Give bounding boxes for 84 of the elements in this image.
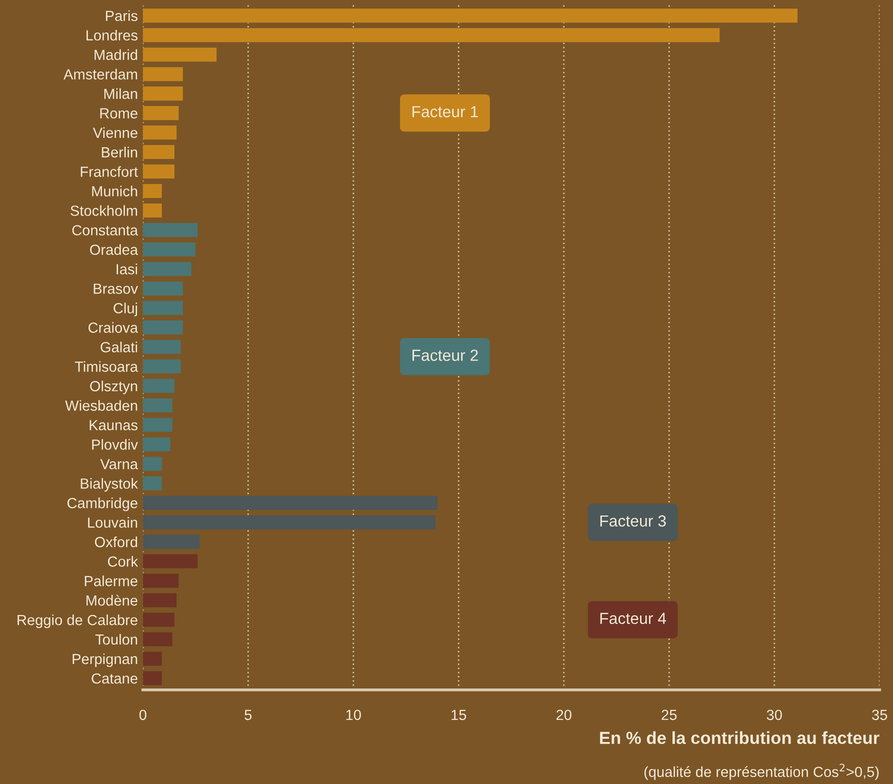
y-tick-label: Palerme (84, 576, 138, 586)
y-tick-label: Kaunas (90, 420, 138, 430)
bar (142, 67, 183, 82)
y-tick-label: Francfort (80, 166, 138, 177)
y-tick-label: Cork (108, 556, 138, 567)
x-tick-label: 25 (662, 710, 677, 720)
y-tick-label: Reggio de Calabre (18, 614, 138, 628)
bar (142, 320, 183, 334)
y-tick-label: Plovdiv (92, 439, 138, 450)
y-tick-label: Catane (92, 673, 138, 684)
y-tick-label: Munich (92, 186, 138, 196)
bar (142, 203, 162, 218)
y-tick-label: Oxford (94, 536, 138, 548)
bar (142, 437, 170, 452)
bar (142, 593, 177, 608)
bar (142, 534, 200, 549)
x-tick-label: 20 (556, 710, 572, 720)
x-tick-label: 30 (766, 710, 782, 720)
bar (142, 184, 162, 198)
y-tick-label: Bialystok (80, 478, 138, 492)
text: Facteur 2 (412, 350, 478, 361)
y-tick-label: Timisoara (74, 361, 138, 372)
bar (142, 496, 438, 510)
y-tick-label: Madrid (94, 49, 138, 60)
bar (142, 28, 720, 42)
bar (142, 300, 183, 315)
y-tick-label: Galati (100, 342, 138, 352)
y-tick-label: Louvain (88, 517, 138, 528)
y-tick-label: Cambridge (67, 498, 138, 512)
bar (142, 378, 174, 393)
y-tick-label: Cluj (114, 302, 138, 316)
x-axis-title: En % de la contribution au facteur (600, 731, 880, 744)
y-tick-label: Londres (86, 30, 138, 41)
y-tick-label: Perpignan (72, 653, 138, 668)
bar (142, 515, 436, 530)
bar (142, 418, 172, 432)
y-tick-label: Amsterdam (64, 68, 138, 80)
y-tick-label: Toulon (95, 634, 138, 645)
y-tick-label: Rome (100, 108, 138, 118)
text: Facteur 1 (412, 106, 478, 118)
x-tick-label: 0 (139, 710, 146, 720)
y-tick-label: Berlin (102, 146, 138, 158)
y-tick-label: Stockholm (70, 205, 138, 216)
y-tick-label: Iasi (116, 264, 138, 274)
bar (142, 554, 198, 568)
x-tick-label: 10 (346, 710, 361, 720)
y-tick-label: Varna (100, 459, 138, 470)
bar (142, 86, 183, 101)
bar (142, 671, 162, 686)
bar (142, 281, 183, 296)
y-tick-label: Oradea (90, 244, 138, 255)
y-tick-label: Vienne (92, 127, 138, 138)
bar (142, 48, 217, 62)
bar (142, 574, 179, 588)
y-tick-label: Wiesbaden (65, 400, 138, 411)
x-tick-label: 35 (872, 710, 888, 720)
bar (142, 476, 162, 490)
bar (142, 652, 162, 666)
bar (142, 8, 798, 23)
y-tick-label: Modène (86, 594, 138, 606)
y-tick-label: Craiova (88, 322, 138, 333)
text: Facteur 4 (600, 612, 666, 624)
bar (142, 164, 174, 179)
bar (142, 632, 172, 646)
bar (142, 612, 174, 627)
text: Facteur 3 (600, 515, 666, 527)
y-tick-label: Paris (106, 10, 138, 22)
bar (142, 340, 181, 354)
bar (142, 456, 162, 471)
bar (142, 106, 179, 120)
bar (142, 359, 181, 374)
bar (142, 398, 172, 412)
y-tick-label: Milan (104, 88, 138, 99)
text: (qualité de représentation Cos$^{2}$>0,5) (644, 764, 879, 780)
y-tick-label: Constanta (72, 225, 138, 236)
x-tick-label: 5 (244, 710, 252, 720)
x-tick-label: 15 (452, 710, 466, 720)
bar (142, 145, 174, 160)
y-tick-label: Olsztyn (90, 380, 138, 394)
bar (142, 242, 196, 256)
y-tick-label: Brasov (94, 284, 138, 294)
bar (142, 262, 192, 276)
bar (142, 222, 198, 238)
bar (142, 126, 177, 140)
